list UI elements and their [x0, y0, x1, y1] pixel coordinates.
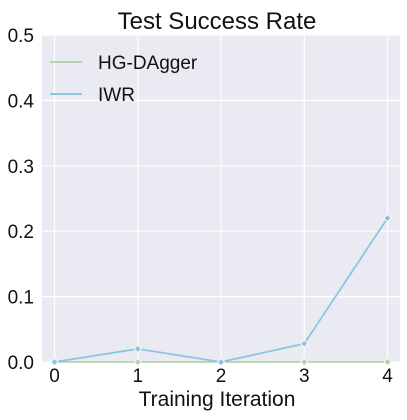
data-point-hg-dagger [300, 357, 309, 367]
x-tick-label: 1 [132, 366, 143, 387]
data-point-hg-dagger [383, 357, 392, 367]
data-point-iwr [300, 339, 309, 348]
data-point-iwr [216, 357, 226, 367]
y-tick-label: 0.0 [8, 353, 34, 374]
y-tick-label: 0.2 [8, 222, 34, 243]
x-tick-label: 0 [49, 366, 60, 387]
data-point-iwr [133, 344, 142, 354]
x-tick-label: 4 [382, 366, 393, 387]
y-tick-label: 0.1 [8, 288, 34, 309]
legend-label-iwr: IWR [98, 85, 135, 106]
x-tick-label: 2 [216, 366, 227, 387]
data-point-iwr [50, 357, 59, 367]
x-tick-label: 3 [299, 366, 310, 387]
grid-lines [42, 34, 400, 363]
legend: HG-DAgger IWR [50, 53, 198, 106]
data-point-iwr [383, 213, 392, 223]
legend-label-hg-dagger: HG-DAgger [98, 53, 198, 74]
x-axis-ticks: 0 1 2 3 4 [49, 366, 393, 387]
y-axis-ticks: 0.0 0.1 0.2 0.3 0.4 0.5 [8, 26, 35, 374]
x-axis-label: Training Iteration [139, 388, 296, 411]
y-tick-label: 0.5 [8, 26, 34, 47]
data-point-hg-dagger [133, 357, 142, 367]
y-tick-label: 0.4 [8, 91, 35, 112]
data-points [50, 213, 392, 367]
chart-title: Test Success Rate [118, 8, 317, 35]
y-tick-label: 0.3 [8, 157, 34, 178]
